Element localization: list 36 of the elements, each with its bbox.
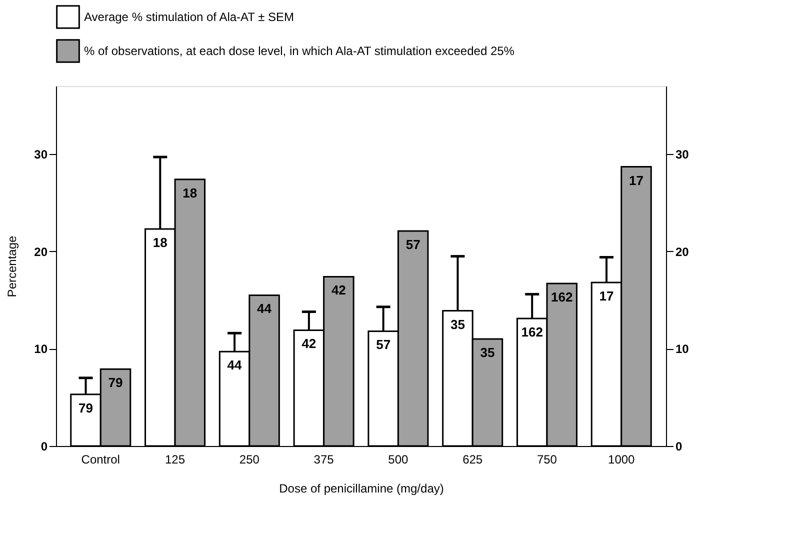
- annotation: 35: [480, 344, 495, 360]
- annotation: 42: [331, 282, 346, 298]
- annotation: 79: [78, 400, 93, 416]
- annotation: 17: [599, 288, 614, 304]
- x-tick-label: 250: [239, 452, 260, 466]
- y-tick-label: 0: [40, 440, 48, 454]
- x-tick-label: 125: [165, 452, 186, 466]
- annotation: 35: [450, 316, 465, 332]
- x-axis-title: Dose of penicillamine (mg/day): [279, 482, 444, 496]
- x-tick-label: 500: [388, 452, 409, 466]
- y-tick-label: 30: [34, 148, 48, 162]
- x-tick-label: 375: [314, 452, 334, 466]
- annotation: 42: [302, 336, 316, 352]
- annotation: 44: [257, 301, 272, 316]
- annotation: 79: [108, 375, 123, 390]
- y-tick-label: 10: [34, 342, 48, 356]
- legend-label: % of observations, at each dose level, in which Ala-AT stimulation exceeded 25%: [84, 44, 515, 58]
- y-tick-label: 20: [34, 244, 48, 259]
- annotation: 18: [182, 185, 198, 200]
- y2-tick-label: 10: [676, 342, 690, 356]
- y2-tick-label: 20: [676, 244, 690, 259]
- annotation: 44: [227, 358, 243, 373]
- annotation: 162: [521, 324, 543, 340]
- y-axis-title: Percentage: [5, 235, 20, 298]
- x-tick-label: Control: [81, 452, 120, 466]
- annotation: 17: [629, 172, 644, 188]
- x-tick-label: 625: [462, 452, 483, 466]
- annotation: 18: [152, 235, 168, 250]
- y2-tick-label: 30: [676, 148, 690, 162]
- annotation: 57: [406, 236, 420, 252]
- x-tick-label: 1000: [608, 452, 636, 466]
- annotation: 57: [376, 337, 391, 352]
- x-tick-label: 750: [536, 452, 558, 466]
- legend-label: Average % stimulation of Ala-AT ± SEM: [84, 10, 294, 24]
- annotation: 162: [551, 290, 573, 305]
- y2-tick-label: 0: [676, 440, 682, 454]
